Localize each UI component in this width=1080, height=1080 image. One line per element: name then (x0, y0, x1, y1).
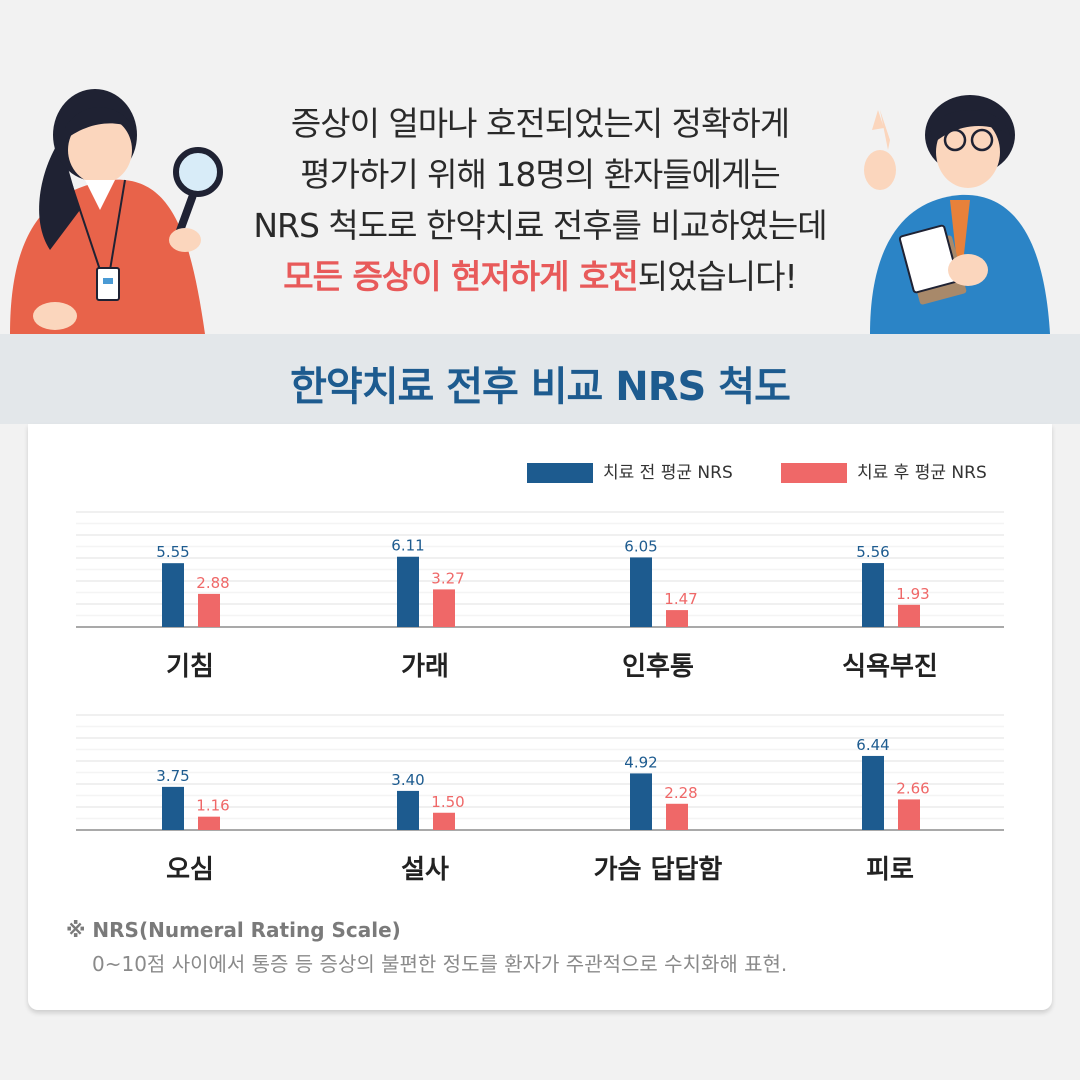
category-label: 설사 (401, 855, 449, 885)
bar-after (666, 803, 688, 830)
category-label: 기침 (166, 652, 214, 682)
bar-before (162, 786, 184, 830)
data-label-after: 2.28 (664, 784, 697, 802)
bar-after (898, 799, 920, 830)
data-label-after: 2.88 (196, 574, 229, 592)
data-label-before: 6.44 (856, 736, 889, 754)
woman-with-magnifier-illustration (0, 80, 240, 334)
intro-line-3: NRS 척도로 한약치료 전후를 비교하였는데 (253, 206, 827, 245)
bar-before (630, 773, 652, 830)
bar-after (433, 589, 455, 627)
intro-highlight: 모든 증상이 현저하게 호전 (283, 257, 638, 296)
data-label-before: 6.05 (624, 537, 657, 555)
category-label: 식욕부진 (842, 652, 938, 682)
legend-swatch-after (781, 463, 847, 483)
legend-label-before: 치료 전 평균 NRS (603, 463, 733, 483)
data-label-after: 2.66 (896, 779, 929, 797)
category-label: 오심 (166, 855, 214, 885)
bar-after (198, 593, 220, 627)
data-label-after: 1.47 (664, 590, 697, 608)
title-band: 한약치료 전후 비교 NRS 척도 (0, 334, 1080, 424)
footnote-text: 0~10점 사이에서 통증 등 증상의 불편한 정도를 환자가 주관적으로 수치… (92, 952, 788, 976)
intro-line-1: 증상이 얼마나 호전되었는지 정확하게 (290, 104, 790, 143)
data-label-after: 3.27 (431, 569, 464, 587)
data-label-after: 1.50 (431, 793, 464, 811)
category-label: 인후통 (622, 652, 694, 682)
bar-before (397, 790, 419, 830)
data-label-before: 3.40 (391, 771, 424, 789)
bar-after (433, 812, 455, 830)
data-label-before: 3.75 (156, 767, 189, 785)
intro-text: 증상이 얼마나 호전되었는지 정확하게 평가하기 위해 18명의 환자들에게는 … (200, 98, 880, 302)
data-label-after: 1.16 (196, 797, 229, 815)
data-label-after: 1.93 (896, 585, 929, 603)
intro-line-4-rest: 되었습니다! (637, 257, 798, 296)
intro-line-2: 평가하기 위해 18명의 환자들에게는 (300, 155, 781, 194)
bar-before (397, 556, 419, 627)
data-label-before: 5.56 (856, 543, 889, 561)
category-label: 가래 (401, 652, 449, 682)
bar-after (898, 604, 920, 627)
chart-title: 한약치료 전후 비교 NRS 척도 (290, 364, 791, 410)
legend-swatch-before (527, 463, 593, 483)
bar-before (630, 557, 652, 627)
bar-after (198, 816, 220, 830)
man-with-clipboard-illustration (850, 80, 1060, 334)
bar-before (862, 563, 884, 627)
chart-card (28, 424, 1052, 1010)
intro-line-4: 모든 증상이 현저하게 호전되었습니다! (200, 251, 880, 302)
category-label: 피로 (866, 855, 914, 885)
bar-before (162, 563, 184, 627)
footnote-title: ※ NRS(Numeral Rating Scale) (66, 918, 401, 942)
data-label-before: 4.92 (624, 753, 657, 771)
category-label: 가슴 답답함 (594, 855, 723, 885)
legend-label-after: 치료 후 평균 NRS (857, 463, 987, 483)
data-label-before: 5.55 (156, 543, 189, 561)
bar-after (666, 610, 688, 627)
data-label-before: 6.11 (391, 537, 424, 555)
bar-before (862, 755, 884, 830)
